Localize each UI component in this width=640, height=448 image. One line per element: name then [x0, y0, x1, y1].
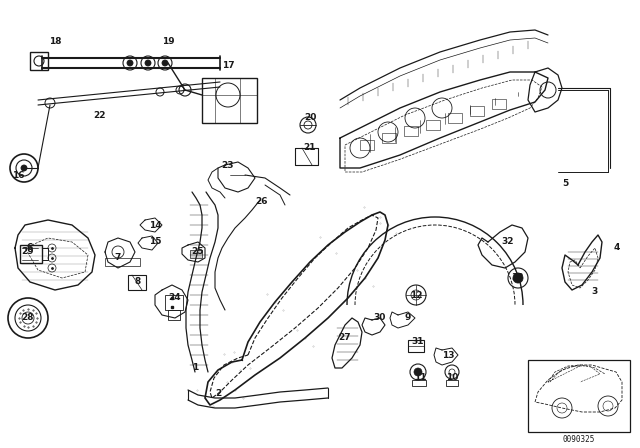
- Text: 1: 1: [192, 363, 198, 372]
- Text: 23: 23: [221, 160, 234, 169]
- Text: 7: 7: [115, 254, 121, 263]
- Text: 9: 9: [405, 314, 411, 323]
- Text: 5: 5: [562, 178, 568, 188]
- Bar: [105, 258, 140, 266]
- Bar: [408, 340, 424, 352]
- Bar: [470, 106, 484, 116]
- Bar: [382, 134, 396, 143]
- Text: 21: 21: [304, 143, 316, 152]
- Text: 29: 29: [22, 247, 35, 257]
- Bar: [360, 140, 374, 150]
- Text: 22: 22: [93, 111, 106, 120]
- Text: 8: 8: [135, 277, 141, 287]
- Bar: [190, 250, 202, 258]
- Text: 31: 31: [412, 337, 424, 346]
- Text: 4: 4: [614, 244, 620, 253]
- Circle shape: [145, 60, 151, 66]
- Bar: [165, 295, 183, 310]
- Circle shape: [127, 60, 133, 66]
- Text: 30: 30: [374, 314, 386, 323]
- Bar: [446, 380, 458, 386]
- Text: 12: 12: [410, 290, 422, 300]
- Text: 33: 33: [512, 273, 524, 283]
- Text: 6: 6: [27, 244, 33, 253]
- Circle shape: [162, 60, 168, 66]
- Text: 26: 26: [256, 198, 268, 207]
- Text: 3: 3: [591, 288, 597, 297]
- Text: 10: 10: [446, 374, 458, 383]
- Bar: [202, 78, 257, 123]
- Text: 13: 13: [442, 350, 454, 359]
- Text: 20: 20: [304, 113, 316, 122]
- Bar: [30, 52, 48, 70]
- Text: 24: 24: [169, 293, 181, 302]
- Text: 28: 28: [22, 314, 35, 323]
- Text: 17: 17: [221, 60, 234, 69]
- Text: 16: 16: [12, 171, 24, 180]
- Text: 27: 27: [339, 333, 351, 343]
- Bar: [128, 275, 146, 290]
- Circle shape: [513, 273, 523, 283]
- Text: 32: 32: [502, 237, 515, 246]
- Bar: [426, 120, 440, 129]
- Bar: [492, 99, 506, 109]
- Bar: [168, 310, 180, 320]
- Text: 11: 11: [413, 374, 426, 383]
- Text: 14: 14: [148, 220, 161, 229]
- Text: 25: 25: [192, 247, 204, 257]
- Text: 15: 15: [148, 237, 161, 246]
- Bar: [412, 380, 426, 386]
- Text: 18: 18: [49, 38, 61, 47]
- Bar: [448, 113, 462, 123]
- Bar: [528, 360, 630, 432]
- Text: 19: 19: [162, 38, 174, 47]
- Circle shape: [414, 368, 422, 376]
- Text: 0090325: 0090325: [563, 435, 595, 444]
- Text: 2: 2: [215, 388, 221, 397]
- Circle shape: [21, 165, 27, 171]
- Bar: [20, 245, 42, 263]
- Bar: [404, 126, 418, 137]
